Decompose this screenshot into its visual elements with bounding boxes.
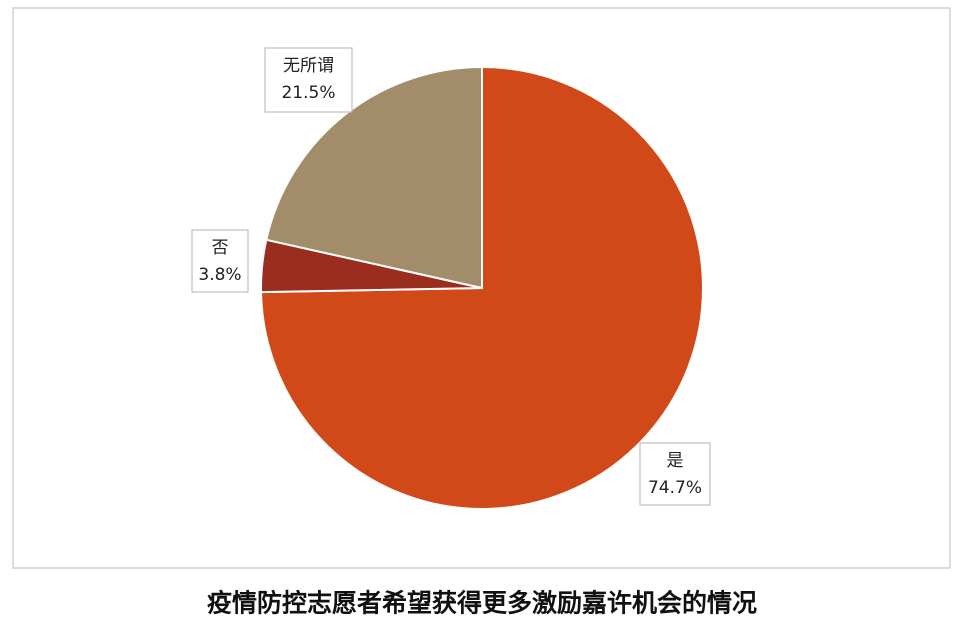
data-label-category: 无所谓 [283,56,334,76]
data-label-value: 3.8% [198,265,241,285]
data-label-value: 74.7% [648,478,702,498]
data-label-box [191,229,249,293]
data-label-category: 是 [667,451,684,471]
data-label-value: 21.5% [281,83,335,103]
chart-title: 疫情防控志愿者希望获得更多激励嘉许机会的情况 [207,589,757,618]
data-label-category: 否 [212,238,229,258]
data-label-box [639,442,711,506]
pie-slice [265,65,483,290]
data-label-box [264,47,353,113]
